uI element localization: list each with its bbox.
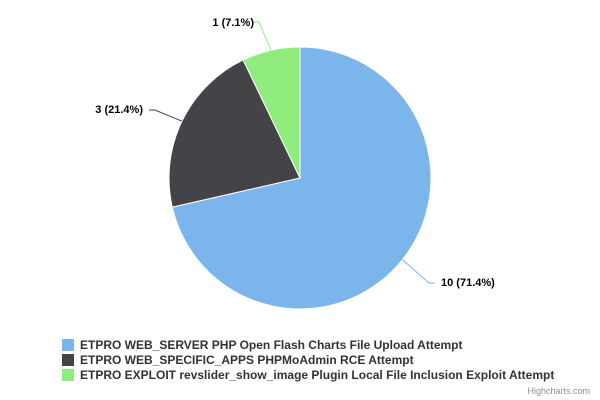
pie-connector-2 xyxy=(253,21,272,51)
credits-link[interactable]: Highcharts.com xyxy=(527,386,590,396)
pie-data-label-0: 10 (71.4%) xyxy=(441,277,495,289)
pie-connectors xyxy=(149,21,435,284)
pie-slice-0[interactable] xyxy=(171,46,432,310)
legend-swatch-1 xyxy=(62,353,74,366)
pie-slice-2[interactable] xyxy=(242,46,301,179)
pie-connector-1 xyxy=(149,109,183,122)
legend-item-1[interactable]: ETPRO WEB_SPECIFIC_APPS PHPMoAdmin RCE A… xyxy=(62,352,582,367)
pie-data-label-2: 1 (7.1%) xyxy=(212,17,254,29)
legend-swatch-2 xyxy=(62,368,74,381)
legend-swatch-0 xyxy=(62,338,74,351)
legend-label-1: ETPRO WEB_SPECIFIC_APPS PHPMoAdmin RCE A… xyxy=(80,352,414,367)
pie-slice-1[interactable] xyxy=(168,59,301,208)
legend-label-0: ETPRO WEB_SERVER PHP Open Flash Charts F… xyxy=(80,337,463,352)
pie-data-label-1: 3 (21.4%) xyxy=(95,104,143,116)
legend-item-2[interactable]: ETPRO EXPLOIT revslider_show_image Plugi… xyxy=(62,367,582,382)
legend-label-2: ETPRO EXPLOIT revslider_show_image Plugi… xyxy=(80,367,555,382)
pie-connector-0 xyxy=(402,259,435,284)
pie-slices xyxy=(168,46,432,310)
legend-item-0[interactable]: ETPRO WEB_SERVER PHP Open Flash Charts F… xyxy=(62,337,582,352)
pie-data-labels: 10 (71.4%) 3 (21.4%) 1 (7.1%) xyxy=(95,17,495,289)
legend: ETPRO WEB_SERVER PHP Open Flash Charts F… xyxy=(62,337,582,382)
